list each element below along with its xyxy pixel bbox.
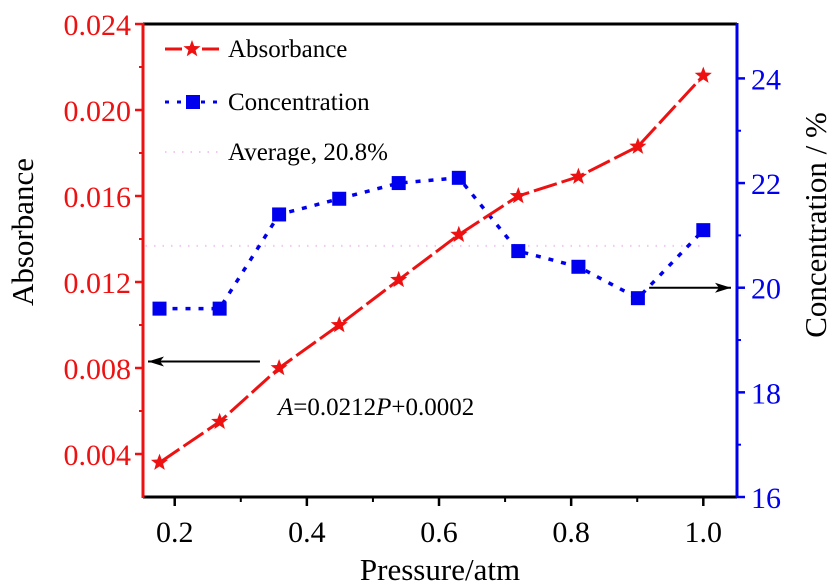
x-tick-label: 0.4 bbox=[288, 516, 326, 549]
concentration-point bbox=[511, 244, 526, 259]
concentration-point bbox=[391, 176, 406, 191]
concentration-point bbox=[272, 207, 287, 222]
eq-part-b: =0.0212 bbox=[293, 394, 376, 421]
legend-label-absorbance: Absorbance bbox=[228, 36, 347, 63]
labels: Pressure/atm Absorbance Concentration / … bbox=[5, 112, 831, 585]
y-tick-label: 0.020 bbox=[64, 95, 132, 128]
concentration-point bbox=[571, 259, 586, 274]
absorbance-point bbox=[569, 167, 587, 184]
concentration-point bbox=[152, 301, 167, 316]
absorbance-point bbox=[270, 359, 288, 376]
legend-label-concentration: Concentration bbox=[228, 89, 370, 116]
left-axis-arrow-head bbox=[148, 356, 164, 367]
y2-axis-title: Concentration / % bbox=[798, 112, 831, 338]
x-tick-label: 1.0 bbox=[685, 516, 723, 549]
concentration-point bbox=[451, 170, 466, 185]
absorbance-point bbox=[390, 270, 408, 288]
legend-concentration-square-icon bbox=[186, 95, 200, 109]
y-axis-title: Absorbance bbox=[5, 158, 40, 306]
absorbance-point bbox=[694, 66, 712, 83]
plot-marks bbox=[145, 66, 712, 470]
absorbance-point bbox=[150, 453, 169, 470]
y2-tick-label: 24 bbox=[751, 63, 781, 96]
x-tick-label: 0.2 bbox=[156, 516, 194, 549]
concentration-line bbox=[159, 175, 705, 311]
concentration-point bbox=[332, 191, 347, 206]
y2-tick-label: 16 bbox=[751, 482, 781, 515]
y-tick-label: 0.024 bbox=[64, 9, 132, 42]
eq-part-a: A bbox=[276, 394, 294, 421]
x-tick-label: 0.6 bbox=[420, 516, 458, 549]
absorbance-point bbox=[509, 187, 527, 204]
legend: Absorbance Concentration Average, 20.8% bbox=[165, 36, 388, 166]
absorbance-point bbox=[629, 137, 647, 154]
absorbance-line bbox=[158, 74, 705, 464]
y-tick-label: 0.008 bbox=[64, 353, 132, 386]
eq-part-d: +0.0002 bbox=[391, 394, 474, 421]
axes: 0.2 0.4 0.6 0.8 1.0 0.004 0.008 0.012 0.016 0.020… bbox=[64, 9, 782, 549]
absorbance-point bbox=[211, 412, 229, 430]
right-axis-arrow-head bbox=[715, 282, 731, 293]
absorbance-point bbox=[330, 316, 348, 333]
annotations: A=0.0212P+0.0002 bbox=[148, 282, 731, 421]
concentration-point bbox=[630, 291, 645, 306]
fit-equation: A=0.0212P+0.0002 bbox=[276, 394, 474, 421]
eq-part-c: P bbox=[375, 394, 391, 421]
concentration-point bbox=[696, 223, 711, 238]
legend-absorbance-star-icon bbox=[183, 40, 201, 57]
y-tick-label: 0.012 bbox=[64, 267, 132, 300]
y2-tick-label: 20 bbox=[751, 273, 781, 306]
absorbance-point bbox=[450, 225, 468, 242]
x-tick-label: 0.8 bbox=[552, 516, 590, 549]
y-tick-label: 0.016 bbox=[64, 181, 132, 214]
concentration-point bbox=[212, 301, 227, 316]
x-axis-title: Pressure/atm bbox=[360, 552, 520, 585]
legend-label-average: Average, 20.8% bbox=[228, 139, 388, 166]
y2-tick-label: 18 bbox=[751, 377, 781, 410]
y-tick-label: 0.004 bbox=[64, 439, 132, 472]
y2-tick-label: 22 bbox=[751, 168, 781, 201]
